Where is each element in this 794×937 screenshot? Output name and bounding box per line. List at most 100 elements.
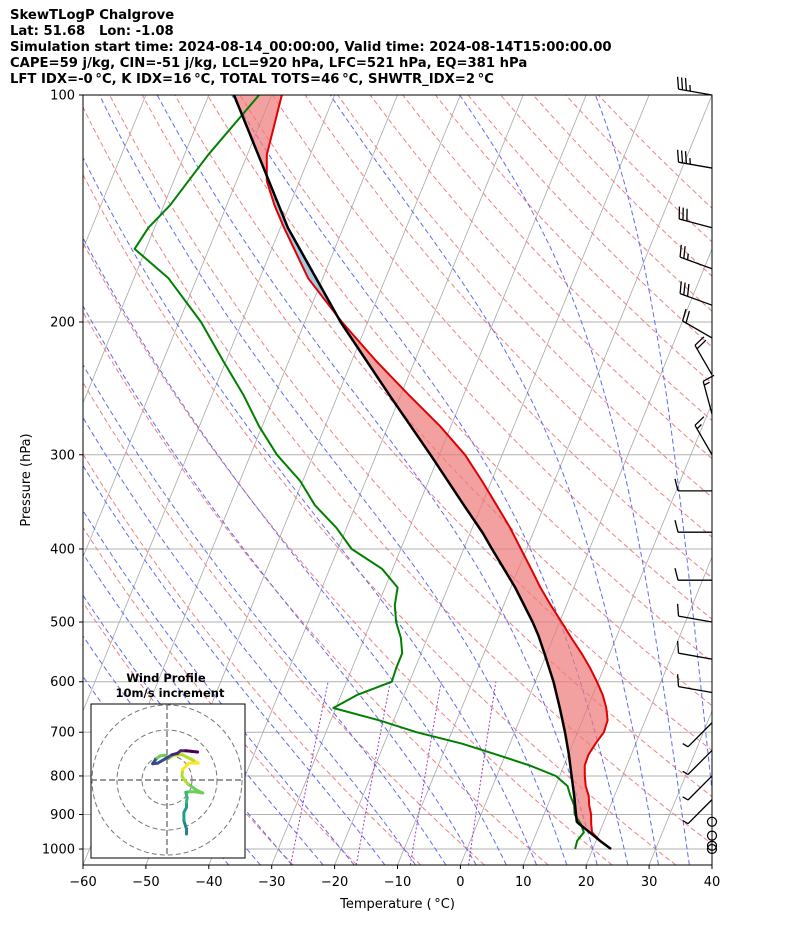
y-tick-label: 500 bbox=[50, 616, 75, 631]
moist-adiabat-line bbox=[459, 95, 690, 865]
indices-line: LFT IDX=-0 °C, K IDX=16 °C, TOTAL TOTS=4… bbox=[10, 72, 494, 87]
y-tick-label: 1000 bbox=[42, 843, 75, 858]
wind-barb-shaft bbox=[676, 149, 713, 169]
mixing-ratio-line bbox=[355, 681, 391, 865]
dry-adiabat-line bbox=[83, 173, 677, 865]
isotherm-line bbox=[585, 555, 712, 865]
wind-barb bbox=[674, 478, 713, 492]
parcel-profile bbox=[232, 95, 612, 851]
moist-adiabat-line bbox=[594, 95, 712, 795]
x-axis-label: Temperature ( °C) bbox=[339, 897, 455, 912]
wind-barb-shaft bbox=[682, 722, 713, 748]
dry-adiabat-line bbox=[141, 95, 712, 752]
wind-barb-shaft bbox=[694, 336, 713, 376]
dry-adiabat-line bbox=[174, 95, 712, 707]
y-tick-label: 700 bbox=[50, 726, 75, 741]
x-tick-label: −10 bbox=[384, 875, 411, 890]
wind-barb-shaft bbox=[676, 603, 713, 623]
dry-adiabat-line bbox=[83, 106, 712, 845]
wind-barb bbox=[676, 674, 713, 694]
temperature-profile bbox=[265, 95, 612, 850]
wind-barb-shaft bbox=[682, 775, 713, 801]
isotherm-line bbox=[460, 247, 712, 865]
wind-barb-shaft bbox=[676, 640, 713, 660]
isotherm-line bbox=[648, 709, 712, 865]
wind-barb-shaft bbox=[674, 478, 713, 492]
hodograph-segment bbox=[186, 782, 199, 792]
wind-barb bbox=[678, 206, 713, 229]
isotherm-line bbox=[0, 95, 20, 865]
wind-barb bbox=[676, 76, 713, 96]
wind-barb bbox=[682, 722, 713, 748]
hodograph-segment bbox=[180, 753, 196, 762]
dry-adiabat-line bbox=[304, 95, 712, 538]
chart-title: SkewTLogP Chalgrove bbox=[10, 8, 175, 23]
hodograph-segment bbox=[156, 757, 168, 765]
mixing-ratio-line bbox=[409, 681, 442, 865]
wind-barb-shaft bbox=[674, 520, 713, 533]
wind-barb-shaft bbox=[674, 568, 713, 581]
y-tick-label: 800 bbox=[50, 769, 75, 784]
cin-area bbox=[338, 318, 611, 849]
isotherm-line bbox=[711, 863, 712, 865]
isotherm-line bbox=[334, 95, 650, 865]
cin-area bbox=[234, 95, 282, 171]
wind-barb bbox=[674, 568, 713, 581]
moist-adiabat-line bbox=[83, 304, 477, 865]
wind-barb-shaft bbox=[694, 416, 713, 456]
y-tick-label: 300 bbox=[50, 448, 75, 463]
wind-barb bbox=[682, 775, 713, 801]
isotherm-line bbox=[208, 95, 524, 865]
isotherm-line bbox=[83, 95, 147, 251]
wind-barb bbox=[674, 520, 713, 533]
dry-adiabat-line bbox=[83, 526, 358, 865]
wind-barb bbox=[679, 281, 713, 306]
moist-adiabat-line bbox=[83, 635, 261, 865]
x-tick-label: 30 bbox=[641, 875, 658, 890]
hodograph-segment bbox=[181, 761, 191, 772]
x-tick-label: 10 bbox=[515, 875, 532, 890]
mixing-ratio-line bbox=[290, 681, 329, 865]
isotherm-line bbox=[271, 95, 587, 865]
moist-adiabat-line bbox=[83, 416, 416, 865]
y-tick-label: 900 bbox=[50, 808, 75, 823]
wind-barb-shaft bbox=[676, 674, 713, 694]
dry-adiabat-line bbox=[435, 95, 712, 385]
y-axis-label: Pressure (hPa) bbox=[19, 433, 34, 526]
wind-barb-shaft bbox=[682, 799, 713, 825]
x-tick-label: −20 bbox=[321, 875, 348, 890]
hodograph-title: Wind Profile bbox=[126, 671, 206, 685]
location-line: Lat: 51.68 Lon: -1.08 bbox=[10, 24, 174, 39]
dry-adiabat-line bbox=[467, 95, 712, 348]
x-tick-label: −30 bbox=[258, 875, 285, 890]
isotherm-line bbox=[522, 401, 712, 865]
isotherm-line bbox=[83, 95, 273, 559]
moist-adiabat-line bbox=[83, 236, 507, 865]
dry-adiabat-line bbox=[83, 381, 485, 865]
x-tick-label: −50 bbox=[132, 875, 159, 890]
wind-barb-shaft bbox=[676, 76, 713, 96]
dewpoint-profile bbox=[133, 95, 585, 850]
wind-barb bbox=[676, 603, 713, 623]
wind-barb bbox=[681, 308, 713, 339]
dry-adiabat-line bbox=[206, 95, 712, 663]
isotherm-line bbox=[83, 95, 210, 405]
moist-adiabat-line bbox=[83, 464, 386, 865]
isotherm-line bbox=[83, 95, 84, 97]
dry-adiabat-line bbox=[272, 95, 712, 579]
moist-adiabat-line bbox=[329, 95, 659, 865]
cape-line: CAPE=59 j/kg, CIN=-51 j/kg, LCL=920 hPa,… bbox=[10, 56, 528, 71]
y-tick-label: 100 bbox=[50, 89, 75, 104]
wind-barb-shaft bbox=[682, 749, 713, 776]
dry-adiabat-line bbox=[83, 453, 422, 865]
wind-barb bbox=[679, 244, 713, 270]
hodograph-subtitle: 10m/s increment bbox=[116, 686, 225, 700]
wind-barb bbox=[682, 749, 713, 776]
dry-adiabat-line bbox=[500, 95, 712, 312]
moist-adiabat-line bbox=[83, 363, 447, 865]
x-tick-label: −60 bbox=[69, 875, 96, 890]
dry-adiabat-line bbox=[239, 95, 712, 620]
wind-barb-shaft bbox=[679, 281, 713, 306]
moist-adiabat-line bbox=[156, 95, 598, 865]
y-tick-label: 600 bbox=[50, 675, 75, 690]
